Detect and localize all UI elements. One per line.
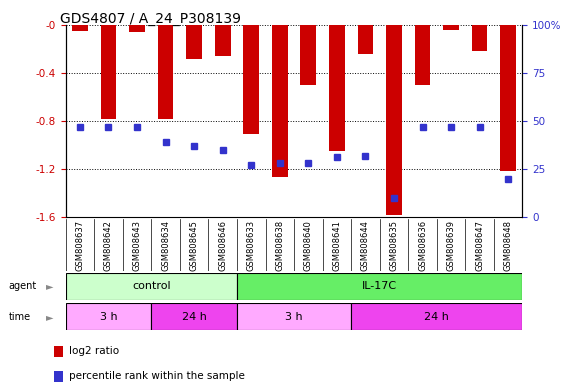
- Bar: [66, 273, 237, 300]
- Bar: [500, 25, 516, 171]
- Text: 24 h: 24 h: [182, 312, 207, 322]
- Bar: [472, 25, 488, 51]
- Bar: [66, 303, 151, 330]
- Bar: [129, 25, 145, 32]
- Text: IL-17C: IL-17C: [362, 281, 397, 291]
- Bar: [357, 25, 373, 54]
- Bar: [243, 25, 259, 134]
- Text: log2 ratio: log2 ratio: [69, 346, 119, 356]
- Bar: [151, 303, 237, 330]
- Bar: [415, 25, 431, 85]
- Bar: [300, 25, 316, 85]
- Bar: [72, 25, 88, 31]
- Bar: [272, 25, 288, 177]
- Text: time: time: [9, 312, 31, 322]
- Text: 3 h: 3 h: [100, 312, 117, 322]
- Bar: [215, 25, 231, 56]
- Text: 3 h: 3 h: [286, 312, 303, 322]
- Text: 24 h: 24 h: [424, 312, 449, 322]
- Text: agent: agent: [9, 281, 37, 291]
- Bar: [158, 25, 174, 119]
- Text: control: control: [132, 281, 171, 291]
- Text: ►: ►: [46, 312, 54, 322]
- Bar: [351, 303, 522, 330]
- Bar: [386, 25, 402, 215]
- Text: ►: ►: [46, 281, 54, 291]
- Bar: [100, 25, 116, 119]
- Text: GDS4807 / A_24_P308139: GDS4807 / A_24_P308139: [60, 12, 241, 25]
- Text: percentile rank within the sample: percentile rank within the sample: [69, 371, 245, 381]
- Bar: [237, 303, 351, 330]
- Bar: [186, 25, 202, 59]
- Bar: [329, 25, 345, 151]
- Bar: [443, 25, 459, 30]
- Bar: [237, 273, 522, 300]
